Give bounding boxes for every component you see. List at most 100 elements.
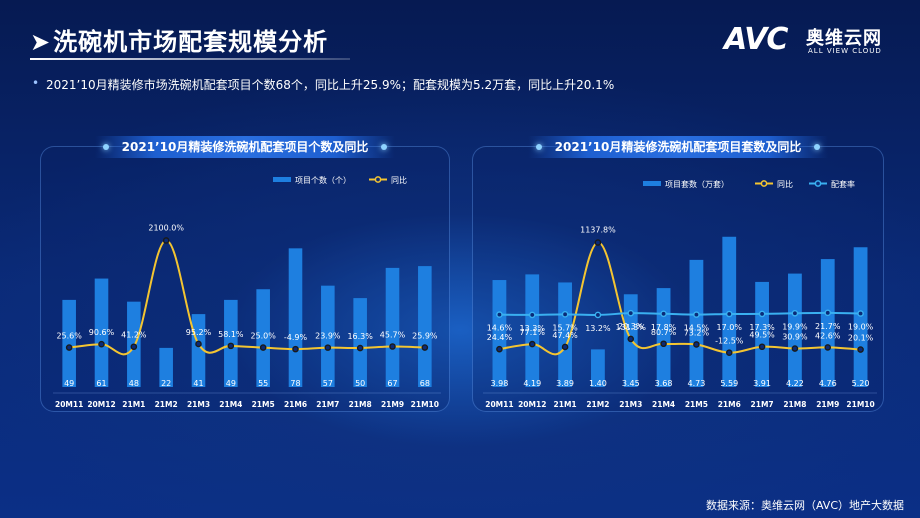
title-end-dot-icon xyxy=(103,144,109,150)
rate-value-label: 19.0% xyxy=(848,323,874,332)
bar-value-label: 49 xyxy=(226,379,236,388)
bar-value-label: 78 xyxy=(290,379,300,388)
chart-title-text: 2021’10月精装修洗碗机配套项目套数及同比 xyxy=(554,140,802,154)
line-point xyxy=(496,311,503,318)
bar-value-label: 3.89 xyxy=(556,379,574,388)
yoy-value-label: -4.9% xyxy=(284,333,308,342)
yoy-value-label: -12.5% xyxy=(715,337,744,346)
line-point xyxy=(627,335,635,343)
x-tick-label: 21M4 xyxy=(652,400,675,409)
yoy-value-label: 30.9% xyxy=(782,333,808,342)
logo-cn-text: 奥维云网 xyxy=(806,28,882,49)
bar-value-label: 3.91 xyxy=(753,379,771,388)
legend-swatch-bar xyxy=(643,181,661,186)
summary-text: 2021’10月精装修市场洗碗机配套项目个数68个，同比上升25.9%；配套规模… xyxy=(46,78,615,92)
x-tick-label: 20M12 xyxy=(87,400,115,409)
rate-value-label: 20.3% xyxy=(618,322,644,331)
rate-value-label: 17.0% xyxy=(717,323,743,332)
legend-swatch-marker xyxy=(374,176,382,183)
line-point xyxy=(528,340,536,348)
bar-value-label: 4.73 xyxy=(688,379,706,388)
logo-mark: AVC xyxy=(724,22,788,57)
chart-title-project-count: 2021’10月精装修洗碗机配套项目个数及同比 xyxy=(95,136,395,158)
yoy-value-label: 58.1% xyxy=(218,330,244,339)
bar-value-label: 61 xyxy=(96,379,106,388)
chart-panel-project-count: 2021’10月精装修洗碗机配套项目个数及同比 项目个数（个） 同比 49 61 48 2… xyxy=(40,136,450,412)
line-point xyxy=(195,340,202,348)
line-point xyxy=(528,311,536,319)
x-tick-label: 21M9 xyxy=(816,400,839,409)
x-tick-label: 21M1 xyxy=(554,400,577,409)
yoy-value-label: 45.7% xyxy=(380,331,406,340)
rate-value-label: 14.6% xyxy=(487,324,513,333)
x-tick-label: 21M1 xyxy=(122,400,145,409)
x-tick-label: 21M6 xyxy=(718,400,741,409)
bar-value-label: 4.22 xyxy=(786,379,804,388)
bullet-dot-icon: • xyxy=(32,76,40,90)
line-point xyxy=(857,346,864,353)
bar-value-label: 41 xyxy=(193,379,203,388)
legend-item: 项目个数（个） xyxy=(273,175,351,185)
bar-21M4 xyxy=(656,288,671,387)
bar-value-label: 5.59 xyxy=(720,379,738,388)
bar-value-label: 4.76 xyxy=(819,379,837,388)
avc-logo: AVC 奥维云网 ALL VIEW CLOUD xyxy=(724,22,904,62)
bar-21M7 xyxy=(755,281,769,387)
bar-20M12 xyxy=(525,274,540,387)
yoy-value-label: 20.1% xyxy=(848,334,874,343)
legend-swatch-marker xyxy=(814,180,822,187)
line-point xyxy=(693,311,700,318)
legend-item: 同比 xyxy=(755,179,793,189)
x-tick-label: 21M8 xyxy=(349,400,372,409)
yoy-value-label: 24.4% xyxy=(487,333,513,342)
line-point xyxy=(824,344,832,351)
yoy-value-label: 1137.8% xyxy=(580,226,616,235)
line-point xyxy=(857,310,864,317)
yoy-value-label: 49.5% xyxy=(749,331,775,340)
x-tick-label: 21M2 xyxy=(586,400,609,409)
legend-swatch-bar xyxy=(273,177,291,182)
bar-20M11 xyxy=(492,280,507,387)
title-end-dot-icon xyxy=(536,144,542,150)
line-point xyxy=(259,344,267,351)
yoy-value-label: 23.9% xyxy=(315,332,341,341)
arrow-icon: ➤ xyxy=(30,28,52,56)
legend-label: 项目个数（个） xyxy=(295,175,351,185)
line-point xyxy=(594,239,602,246)
line-point xyxy=(421,344,429,351)
bar-value-label: 68 xyxy=(420,379,430,388)
title-end-dot-icon xyxy=(814,144,820,150)
chart-project-count: 项目个数（个） 同比 49 61 48 22 41 49 55 78 57 50 67 68 20M11 20… xyxy=(53,175,441,409)
line-point xyxy=(791,309,799,317)
bar-21M10 xyxy=(418,266,432,387)
bar-21M9 xyxy=(385,267,400,387)
page-title: ➤洗碗机市场配套规模分析 xyxy=(30,22,328,57)
x-tick-label: 21M5 xyxy=(252,400,275,409)
legend-label: 配套率 xyxy=(831,179,855,189)
yoy-value-label: 90.6% xyxy=(89,328,115,337)
line-point xyxy=(725,310,733,318)
x-tick-label: 21M3 xyxy=(187,400,210,409)
line-point xyxy=(356,344,364,352)
page-title-text: 洗碗机市场配套规模分析 xyxy=(53,28,329,56)
rate-value-label: 14.5% xyxy=(684,324,710,333)
line-point xyxy=(561,343,569,351)
bar-20M11 xyxy=(62,299,76,387)
bar-value-label: 57 xyxy=(323,379,333,388)
yoy-value-label: 41.2% xyxy=(121,331,147,340)
bar-21M8 xyxy=(353,298,367,387)
x-tick-label: 21M2 xyxy=(155,400,178,409)
bar-value-label: 5.20 xyxy=(852,379,870,388)
bar-20M12 xyxy=(94,278,109,387)
line-point xyxy=(660,340,667,348)
title-underline xyxy=(30,58,350,60)
yoy-value-label: 73.2% xyxy=(684,328,710,337)
yoy-value-label: 2100.0% xyxy=(148,223,184,232)
line-point xyxy=(162,237,170,244)
summary-bullet: • 2021’10月精装修市场洗碗机配套项目个数68个，同比上升25.9%；配套… xyxy=(32,76,615,93)
yoy-value-label: 16.3% xyxy=(347,332,373,341)
x-tick-label: 21M9 xyxy=(381,400,404,409)
bar-21M5 xyxy=(689,259,704,387)
x-tick-label: 21M3 xyxy=(619,400,642,409)
x-tick-label: 21M8 xyxy=(783,400,806,409)
